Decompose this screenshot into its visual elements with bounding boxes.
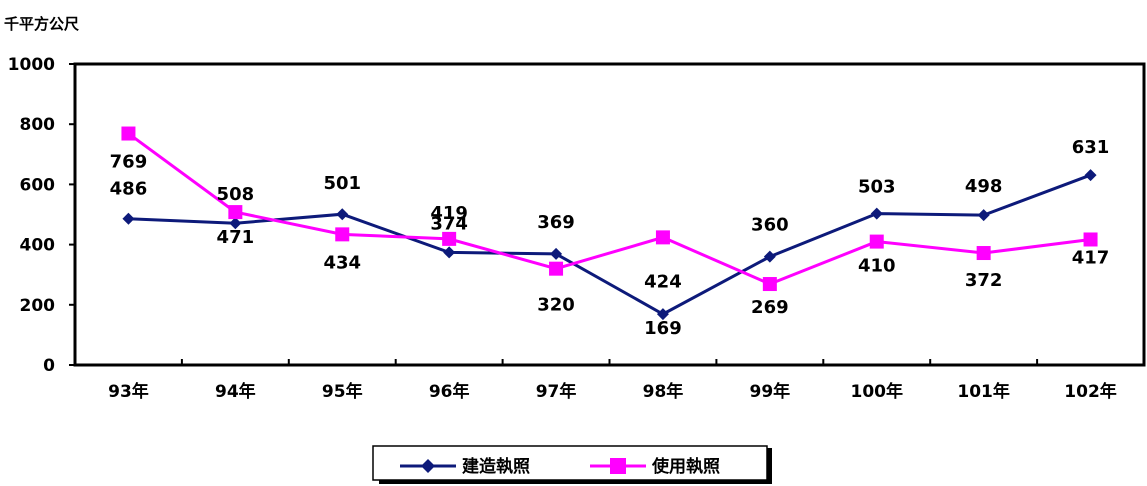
legend-box xyxy=(372,445,768,481)
x-tick-label: 97年 xyxy=(536,381,577,402)
data-point xyxy=(870,207,883,220)
data-label: 269 xyxy=(751,297,789,318)
data-label: 501 xyxy=(323,173,361,194)
y-tick-label: 200 xyxy=(20,296,56,316)
data-label: 769 xyxy=(110,152,148,173)
x-tick-label: 98年 xyxy=(643,381,684,402)
data-label: 369 xyxy=(537,212,575,233)
legend-marker xyxy=(421,459,435,473)
data-label: 320 xyxy=(537,295,575,316)
data-point xyxy=(976,246,991,261)
x-tick-label: 96年 xyxy=(429,381,470,402)
data-label: 503 xyxy=(858,177,896,198)
legend-label: 建造執照 xyxy=(462,456,530,477)
legend: 建造執照 使用執照 xyxy=(372,445,772,484)
x-tick-label: 102年 xyxy=(1064,381,1117,402)
y-tick-label: 0 xyxy=(43,356,55,376)
y-axis-ticks: 0 200 400 600 800 1000 xyxy=(8,55,75,376)
data-point xyxy=(977,209,990,222)
x-tick-label: 100年 xyxy=(851,381,904,402)
data-label: 419 xyxy=(430,203,468,224)
data-point xyxy=(763,250,776,263)
y-tick-label: 400 xyxy=(20,236,56,256)
data-point xyxy=(549,261,564,276)
data-point xyxy=(762,277,777,292)
x-tick-label: 99年 xyxy=(750,381,791,402)
data-label: 374 xyxy=(430,213,468,234)
data-point xyxy=(442,231,457,246)
data-label: 360 xyxy=(751,215,789,236)
x-tick-label: 95年 xyxy=(322,381,363,402)
data-label: 508 xyxy=(217,184,255,205)
x-tick-label: 94年 xyxy=(215,381,256,402)
data-point xyxy=(443,246,456,259)
legend-label: 使用執照 xyxy=(651,456,720,477)
data-point xyxy=(229,217,242,230)
data-point xyxy=(335,227,350,242)
data-label: 169 xyxy=(644,318,682,339)
legend-marker xyxy=(610,458,626,474)
data-label: 410 xyxy=(858,256,896,277)
data-label: 417 xyxy=(1072,247,1110,268)
data-point xyxy=(1084,169,1097,182)
series-group xyxy=(121,126,1098,321)
y-tick-label: 1000 xyxy=(8,55,55,75)
data-point xyxy=(336,208,349,221)
data-point xyxy=(121,126,136,141)
series-line xyxy=(128,173,1092,316)
data-point xyxy=(1083,232,1098,247)
x-tick-label: 93年 xyxy=(108,381,149,402)
series-line xyxy=(127,132,1091,286)
data-label: 424 xyxy=(644,271,682,292)
data-label: 498 xyxy=(965,176,1003,197)
data-label: 372 xyxy=(965,270,1003,291)
x-axis-ticks: 93年 94年 95年 96年 97年 98年 99年 100年 101年 102年 xyxy=(108,359,1117,402)
data-point xyxy=(122,212,135,225)
data-label: 631 xyxy=(1072,137,1110,158)
data-label: 471 xyxy=(217,227,255,248)
data-point xyxy=(550,247,563,260)
data-point xyxy=(655,230,670,245)
y-tick-label: 800 xyxy=(20,115,56,135)
data-point xyxy=(656,308,669,321)
data-labels: 486 471 501 374 369 169 360 503 498 631 769 508 434 4… xyxy=(110,137,1110,339)
data-label: 434 xyxy=(323,252,361,273)
unit-label: 千平方公尺 xyxy=(4,15,79,33)
data-point xyxy=(228,205,243,220)
data-label: 486 xyxy=(110,179,148,200)
x-tick-label: 101年 xyxy=(957,381,1010,402)
data-point xyxy=(869,234,884,249)
y-tick-label: 600 xyxy=(20,175,56,195)
